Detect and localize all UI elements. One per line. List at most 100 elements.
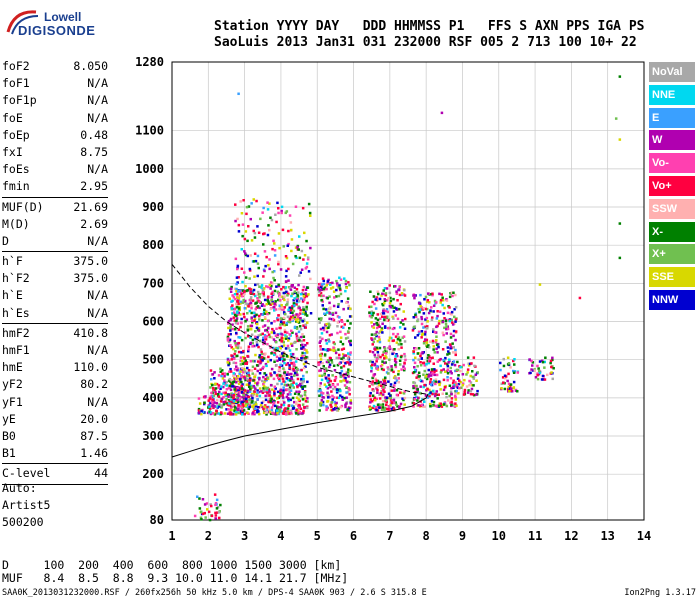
echo-point [287, 337, 291, 340]
echo-point [236, 367, 240, 370]
echo-point [193, 514, 197, 518]
echo-point [216, 405, 219, 408]
echo-point [376, 391, 379, 394]
echo-point [238, 378, 242, 381]
echo-point [210, 514, 214, 518]
echo-point [422, 326, 425, 329]
echo-point [472, 384, 475, 387]
echo-point [318, 384, 322, 388]
echo-point [253, 236, 257, 239]
echo-point [290, 284, 293, 288]
echo-point [544, 356, 547, 359]
echo-point [429, 383, 433, 386]
echo-point [234, 203, 237, 206]
echo-point [277, 298, 280, 302]
echo-point [348, 362, 351, 365]
echo-point [438, 319, 441, 323]
echo-point [272, 292, 275, 296]
echo-point [264, 336, 267, 339]
echo-point [377, 324, 380, 328]
x-tick-label: 11 [528, 529, 542, 543]
echo-point [371, 394, 375, 397]
echo-point [321, 337, 324, 341]
echo-point [234, 343, 238, 347]
echo-point [282, 311, 286, 314]
echo-point [244, 336, 247, 340]
echo-point [296, 385, 299, 389]
echo-point [230, 358, 233, 361]
echo-point [291, 407, 295, 410]
echo-point [375, 296, 379, 299]
echo-point [263, 308, 266, 312]
echo-point [250, 394, 253, 397]
echo-point [282, 391, 285, 395]
echo-point [283, 380, 287, 384]
echo-point [424, 318, 427, 321]
echo-point [260, 390, 263, 393]
echo-point [261, 319, 264, 322]
echo-point [278, 366, 281, 369]
echo-point [322, 403, 325, 407]
echo-point [241, 289, 245, 292]
echo-point [378, 346, 382, 350]
echo-point [414, 313, 417, 317]
echo-point [265, 302, 268, 306]
echo-point [295, 318, 298, 321]
echo-point [340, 300, 343, 303]
param-row: C-level 44 [2, 465, 108, 482]
echo-point [339, 394, 342, 397]
echo-point [378, 330, 382, 333]
echo-point [276, 397, 279, 400]
echo-point [347, 408, 351, 412]
echo-point [229, 388, 233, 392]
echo-point [435, 373, 439, 377]
echo-point [252, 311, 256, 315]
echo-point [276, 376, 280, 380]
color-legend: NoVal NNE E W Vo- Vo+ SSW X- X+ SSE NNW [649, 62, 695, 313]
echo-point [347, 368, 350, 371]
echo-point [439, 402, 442, 405]
echo-point [419, 392, 422, 395]
echo-point [418, 374, 421, 378]
echo-point [217, 384, 221, 387]
echo-point [263, 316, 267, 319]
echo-point [414, 356, 417, 359]
echo-point [444, 370, 447, 373]
echo-point [318, 362, 321, 366]
echo-point [256, 274, 259, 278]
echo-point [470, 387, 474, 391]
echo-point [421, 361, 425, 365]
echo-point [392, 401, 396, 405]
echo-point [240, 292, 243, 296]
echo-point [232, 380, 235, 384]
param-value: 375.0 [73, 254, 108, 269]
echo-point [448, 343, 452, 346]
echo-point [423, 298, 426, 301]
echo-point [393, 384, 396, 387]
echo-point [242, 199, 245, 202]
echo-point [233, 406, 237, 409]
echo-point [303, 390, 307, 394]
echo-point [222, 400, 225, 404]
echo-point [280, 340, 283, 343]
echo-point [282, 354, 285, 358]
echo-point [226, 403, 230, 407]
echo-point [454, 293, 457, 297]
echo-point [442, 368, 445, 371]
echo-point [512, 371, 516, 374]
echo-point [241, 413, 244, 416]
echo-point [247, 345, 251, 348]
echo-point [249, 292, 252, 295]
echo-point [250, 316, 253, 319]
echo-point [330, 333, 333, 336]
echo-point [321, 326, 325, 330]
echo-point [531, 364, 534, 367]
echo-point [288, 349, 292, 352]
echo-point [299, 382, 302, 386]
echo-point [446, 346, 450, 349]
echo-point [403, 368, 406, 372]
echo-point [428, 394, 431, 398]
echo-point [450, 291, 453, 294]
echo-point [373, 323, 376, 326]
echo-point [241, 234, 244, 238]
